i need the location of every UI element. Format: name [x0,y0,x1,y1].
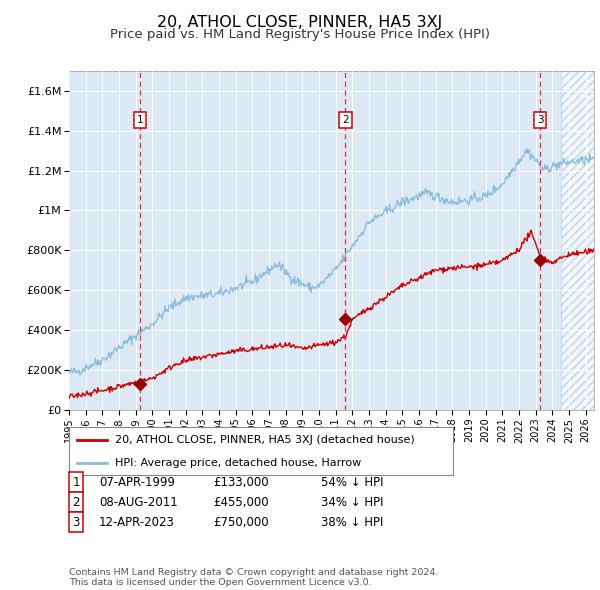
Text: Contains HM Land Registry data © Crown copyright and database right 2024.
This d: Contains HM Land Registry data © Crown c… [69,568,439,587]
Text: 3: 3 [73,516,80,529]
Bar [560,71,594,410]
Text: 20, ATHOL CLOSE, PINNER, HA5 3XJ (detached house): 20, ATHOL CLOSE, PINNER, HA5 3XJ (detach… [115,435,415,445]
Text: 08-AUG-2011: 08-AUG-2011 [99,496,178,509]
Text: £133,000: £133,000 [213,476,269,489]
Text: £750,000: £750,000 [213,516,269,529]
Text: 2: 2 [73,496,80,509]
Text: HPI: Average price, detached house, Harrow: HPI: Average price, detached house, Harr… [115,458,361,468]
Text: 38% ↓ HPI: 38% ↓ HPI [321,516,383,529]
Text: 20, ATHOL CLOSE, PINNER, HA5 3XJ: 20, ATHOL CLOSE, PINNER, HA5 3XJ [157,15,443,30]
Text: 54% ↓ HPI: 54% ↓ HPI [321,476,383,489]
Text: 2: 2 [342,115,349,125]
Text: 07-APR-1999: 07-APR-1999 [99,476,175,489]
Text: 1: 1 [137,115,143,125]
Text: 12-APR-2023: 12-APR-2023 [99,516,175,529]
Text: 34% ↓ HPI: 34% ↓ HPI [321,496,383,509]
Text: 3: 3 [537,115,544,125]
Text: Price paid vs. HM Land Registry's House Price Index (HPI): Price paid vs. HM Land Registry's House … [110,28,490,41]
Text: 1: 1 [73,476,80,489]
FancyBboxPatch shape [69,427,453,475]
Text: £455,000: £455,000 [213,496,269,509]
